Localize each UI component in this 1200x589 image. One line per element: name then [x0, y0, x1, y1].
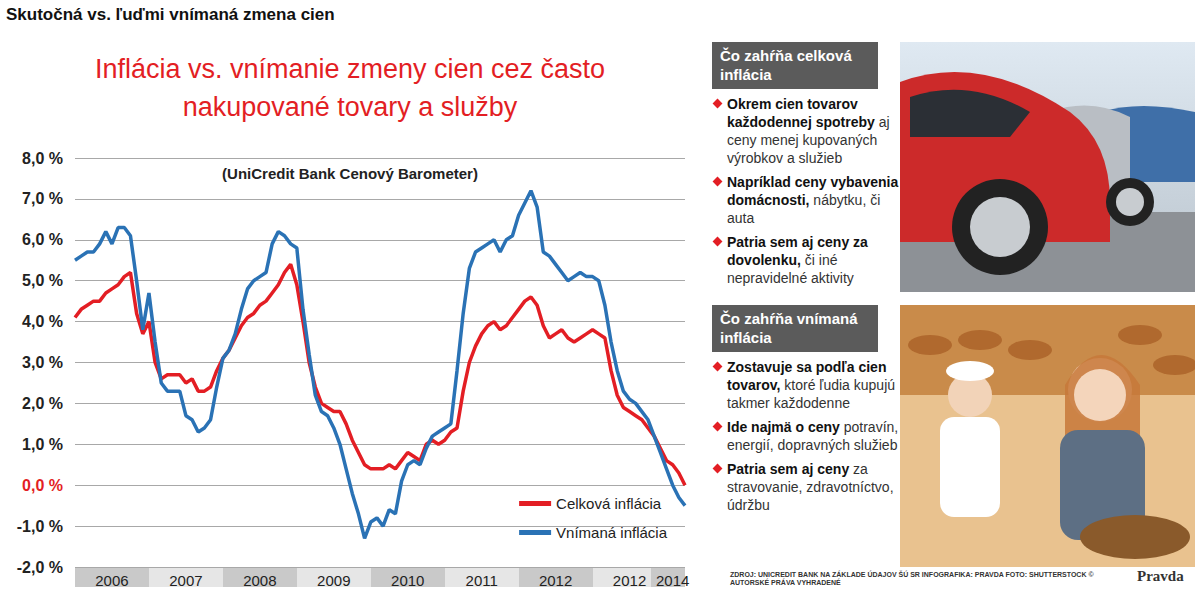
svg-text:8,0 %: 8,0 % [22, 150, 63, 167]
html-text:Čo zahŕňa vnímaná inflácia: Čo zahŕňa vnímaná inflácia [720, 310, 858, 346]
svg-text:2012: 2012 [539, 572, 572, 589]
svg-text:6,0 %: 6,0 % [22, 231, 63, 248]
html-text:Napríklad ceny vybavenia domác: Napríklad ceny vybavenia domácnosti, náb… [727, 174, 899, 226]
svg-text:0,0 %: 0,0 % [22, 477, 63, 494]
html-text:Čo zahŕňa celková inflácia: Čo zahŕňa celková inflácia [720, 47, 852, 83]
svg-text:2,0 %: 2,0 % [22, 395, 63, 412]
svg-text:2007: 2007 [169, 572, 202, 589]
svg-text:2009: 2009 [317, 572, 350, 589]
svg-text:2011: 2011 [466, 572, 498, 589]
html-text:Ide najmä o ceny potravín, ene: Ide najmä o ceny potravín, energií, dopr… [727, 419, 899, 453]
html-text:Skutočná vs. ľuďmi vnímaná zme: Skutočná vs. ľuďmi vnímaná zmena cien [6, 5, 335, 24]
html-text:Patria sem aj ceny za stravova: Patria sem aj ceny za stravovanie, zdrav… [727, 461, 894, 513]
html-text:Pravda: Pravda [1137, 568, 1184, 584]
svg-text:3,0 %: 3,0 % [22, 354, 63, 371]
svg-text:1,0 %: 1,0 % [22, 436, 63, 453]
svg-text:2014: 2014 [656, 572, 689, 589]
svg-text:2012: 2012 [613, 572, 646, 589]
html-text:Zostavuje sa podľa cien tovaro: Zostavuje sa podľa cien tovarov, ktoré ľ… [727, 359, 895, 411]
svg-text:2006: 2006 [95, 572, 128, 589]
svg-text:(UniCredit Bank Cenový Baromet: (UniCredit Bank Cenový Barometer) [222, 165, 478, 182]
svg-text:2008: 2008 [243, 572, 276, 589]
html-text:Okrem cien tovarov každodennej: Okrem cien tovarov každodennej spotreby … [727, 96, 890, 166]
html-text:Inflácia vs. vnímanie zmeny ci: Inflácia vs. vnímanie zmeny cien cez čas… [94, 54, 606, 122]
svg-text:4,0 %: 4,0 % [22, 313, 63, 330]
svg-text:5,0 %: 5,0 % [22, 272, 63, 289]
svg-text:-1,0 %: -1,0 % [17, 518, 63, 535]
svg-text:2010: 2010 [391, 572, 424, 589]
svg-text:Vnímaná inflácia: Vnímaná inflácia [556, 524, 668, 541]
svg-text:-2,0 %: -2,0 % [17, 559, 63, 576]
html-text:Patria sem aj ceny za dovolenk: Patria sem aj ceny za dovolenku, či iné … [727, 234, 868, 286]
svg-text:7,0 %: 7,0 % [22, 190, 63, 207]
svg-text:Celková inflácia: Celková inflácia [556, 495, 662, 512]
html-text:ZDROJ: UNICREDIT BANK NA ZÁKLA: ZDROJ: UNICREDIT BANK NA ZÁKLADE ÚDAJOV … [730, 571, 1094, 586]
